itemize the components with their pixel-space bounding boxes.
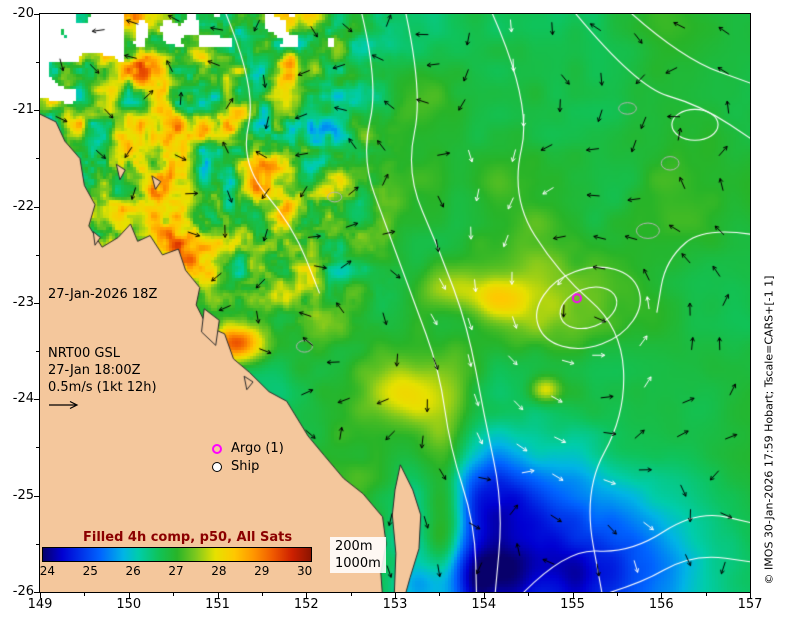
legend-row-argo: Argo (1) bbox=[212, 440, 284, 458]
x-tick-label: 154 bbox=[471, 597, 497, 612]
axis-tick-mark bbox=[36, 351, 39, 353]
x-tick-label: 150 bbox=[116, 597, 142, 612]
axis-tick-mark bbox=[34, 495, 39, 497]
axis-tick-mark bbox=[261, 593, 263, 596]
axis-tick-mark bbox=[34, 399, 39, 401]
axis-tick-mark bbox=[439, 593, 441, 596]
isobath-1000m-label: 1000m bbox=[335, 556, 381, 571]
colorbar-gradient bbox=[42, 547, 312, 562]
axis-tick-mark bbox=[36, 254, 39, 256]
axis-tick-mark bbox=[173, 593, 175, 596]
observation-legend: Argo (1) Ship bbox=[212, 440, 284, 476]
axis-tick-mark bbox=[36, 158, 39, 160]
colorbar-tick-label: 25 bbox=[82, 564, 98, 578]
axis-tick-mark bbox=[572, 593, 574, 598]
model-info-block: NRT00 GSL 27-Jan 18:00Z 0.5m/s (1kt 12h) bbox=[48, 345, 157, 396]
axis-tick-mark bbox=[34, 110, 39, 112]
axis-tick-mark bbox=[40, 593, 41, 598]
colorbar-tick-labels: 24 25 26 27 28 29 30 bbox=[39, 564, 313, 579]
x-tick-label: 151 bbox=[205, 597, 230, 612]
y-tick-label: -24 bbox=[12, 391, 34, 407]
axis-tick-mark bbox=[750, 593, 751, 598]
model-name-label: NRT00 GSL bbox=[48, 346, 120, 361]
x-tick-label: 155 bbox=[560, 597, 585, 612]
colorbar-tick-label: 29 bbox=[254, 564, 270, 578]
ship-legend-label: Ship bbox=[231, 459, 260, 474]
axis-tick-mark bbox=[34, 591, 39, 593]
axis-tick-mark bbox=[306, 593, 308, 598]
axis-tick-mark bbox=[483, 593, 485, 598]
colorbar-title: Filled 4h comp, p50, All Sats bbox=[83, 530, 293, 545]
y-tick-label: -22 bbox=[12, 198, 34, 214]
axis-tick-mark bbox=[36, 543, 39, 545]
y-tick-label: -26 bbox=[12, 583, 34, 599]
reference-arrow-icon bbox=[48, 399, 82, 416]
model-time-label: 27-Jan 18:00Z bbox=[48, 363, 141, 378]
axis-tick-mark bbox=[128, 593, 130, 598]
colorbar-tick-label: 30 bbox=[296, 564, 313, 578]
axis-tick-mark bbox=[395, 593, 396, 598]
sst-map-canvas bbox=[40, 14, 750, 592]
x-tick-label: 153 bbox=[382, 597, 408, 612]
y-tick-label: -21 bbox=[12, 102, 34, 118]
vector-scale-label: 0.5m/s (1kt 12h) bbox=[48, 380, 157, 395]
argo-marker-icon bbox=[212, 444, 222, 454]
x-tick-label: 152 bbox=[293, 597, 319, 612]
credit-text: © IMOS 30-Jan-2026 17:59 Hobart; Tscale=… bbox=[762, 275, 776, 585]
axis-tick-mark bbox=[36, 447, 39, 449]
colorbar-tick-label: 26 bbox=[125, 564, 141, 578]
x-tick-label: 156 bbox=[648, 597, 674, 612]
colorbar-tick-label: 24 bbox=[39, 564, 55, 578]
argo-legend-label: Argo (1) bbox=[231, 441, 284, 456]
axis-tick-mark bbox=[217, 593, 219, 598]
colorbar-tick-label: 28 bbox=[211, 564, 227, 578]
axis-tick-mark bbox=[350, 593, 352, 596]
axis-tick-mark bbox=[34, 302, 39, 304]
y-tick-label: -23 bbox=[12, 294, 34, 310]
x-tick-label: 157 bbox=[737, 597, 763, 612]
x-tick-label: 149 bbox=[27, 597, 53, 612]
axis-tick-mark bbox=[36, 62, 39, 64]
axis-tick-mark bbox=[705, 593, 707, 596]
y-tick-label: -20 bbox=[12, 6, 34, 21]
axis-tick-mark bbox=[528, 593, 530, 596]
y-tick-label: -25 bbox=[12, 487, 34, 503]
isobath-200m-label: 200m bbox=[335, 539, 373, 554]
axis-tick-mark bbox=[616, 593, 618, 596]
datetime-label: 27-Jan-2026 18Z bbox=[48, 287, 158, 302]
axis-tick-mark bbox=[84, 593, 86, 596]
isobath-label-box: 200m 1000m bbox=[330, 537, 386, 573]
axis-tick-mark bbox=[34, 14, 39, 15]
axis-tick-mark bbox=[661, 593, 663, 598]
legend-row-ship: Ship bbox=[212, 458, 284, 476]
axis-tick-mark bbox=[34, 206, 39, 208]
colorbar-tick-label: 27 bbox=[168, 564, 184, 578]
ship-marker-icon bbox=[212, 462, 222, 472]
